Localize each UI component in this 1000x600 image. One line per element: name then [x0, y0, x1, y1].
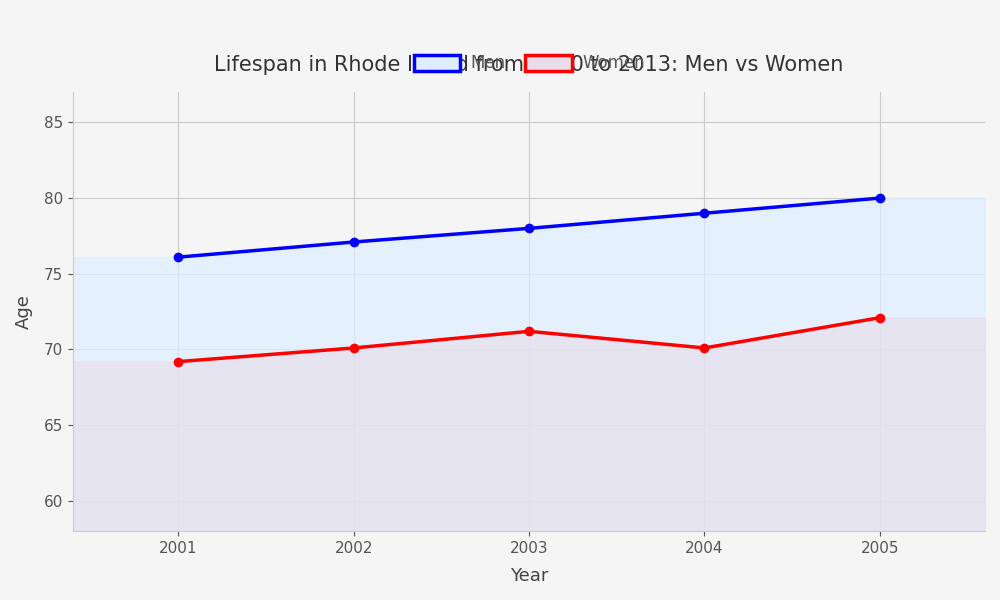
- Title: Lifespan in Rhode Island from 1990 to 2013: Men vs Women: Lifespan in Rhode Island from 1990 to 20…: [214, 55, 844, 75]
- X-axis label: Year: Year: [510, 567, 548, 585]
- Y-axis label: Age: Age: [15, 294, 33, 329]
- Legend: Men, Women: Men, Women: [407, 48, 651, 79]
